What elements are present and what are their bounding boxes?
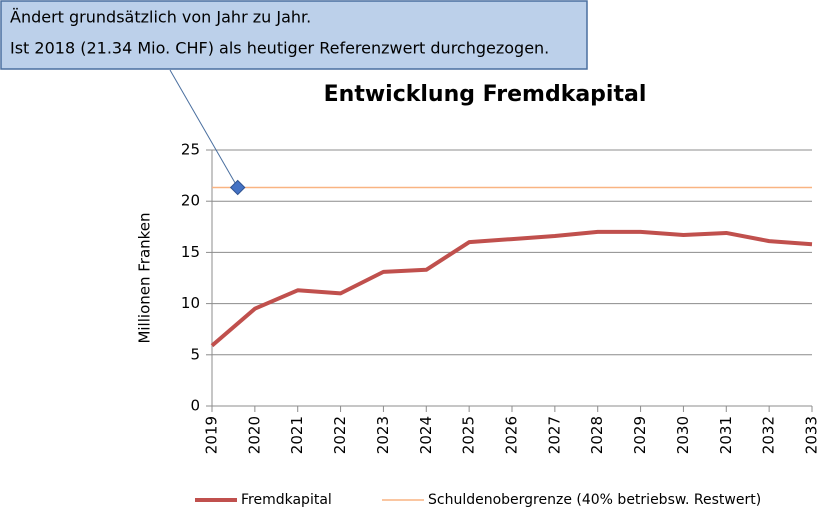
- x-tick-label: 2028: [588, 416, 606, 454]
- y-tick-label: 0: [190, 397, 200, 415]
- x-tick-label: 2019: [203, 416, 221, 454]
- x-tick-label: 2030: [674, 416, 692, 454]
- x-tick-label: 2027: [545, 416, 563, 454]
- y-tick-label: 10: [181, 294, 200, 312]
- chart-title: Entwicklung Fremdkapital: [324, 82, 647, 107]
- x-tick-label: 2024: [417, 416, 435, 454]
- callout-box: [0, 0, 588, 70]
- x-tick-label: 2023: [374, 416, 392, 454]
- x-tick-label: 2031: [717, 416, 735, 454]
- x-tick-label: 2026: [503, 416, 521, 454]
- legend-label: Fremdkapital: [241, 492, 332, 508]
- legend-label: Schuldenobergrenze (40% betriebsw. Restw…: [428, 492, 761, 508]
- x-tick-label: 2022: [331, 416, 349, 454]
- x-tick-label: 2025: [460, 416, 478, 454]
- callout-line: Ist 2018 (21.34 Mio. CHF) als heutiger R…: [10, 39, 549, 58]
- callout-line: Ändert grundsätzlich von Jahr zu Jahr.: [10, 8, 311, 27]
- callout-pointer: [169, 69, 239, 188]
- x-tick-label: 2020: [245, 416, 263, 454]
- y-tick-label: 20: [181, 192, 200, 210]
- y-tick-label: 5: [190, 345, 200, 363]
- x-tick-label: 2032: [760, 416, 778, 454]
- callout-marker: [229, 179, 246, 196]
- x-tick-label: 2021: [288, 416, 306, 454]
- series-line: [210, 229, 813, 348]
- x-tick-label: 2029: [631, 416, 649, 454]
- x-tick-label: 2033: [803, 416, 821, 454]
- y-axis-title: Millionen Franken: [136, 212, 154, 343]
- y-tick-label: 25: [181, 141, 200, 159]
- y-tick-label: 15: [181, 243, 200, 261]
